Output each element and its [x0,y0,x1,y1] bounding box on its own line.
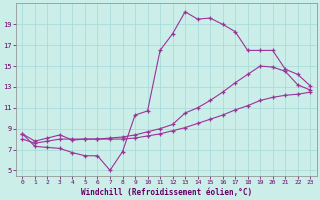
X-axis label: Windchill (Refroidissement éolien,°C): Windchill (Refroidissement éolien,°C) [81,188,252,197]
